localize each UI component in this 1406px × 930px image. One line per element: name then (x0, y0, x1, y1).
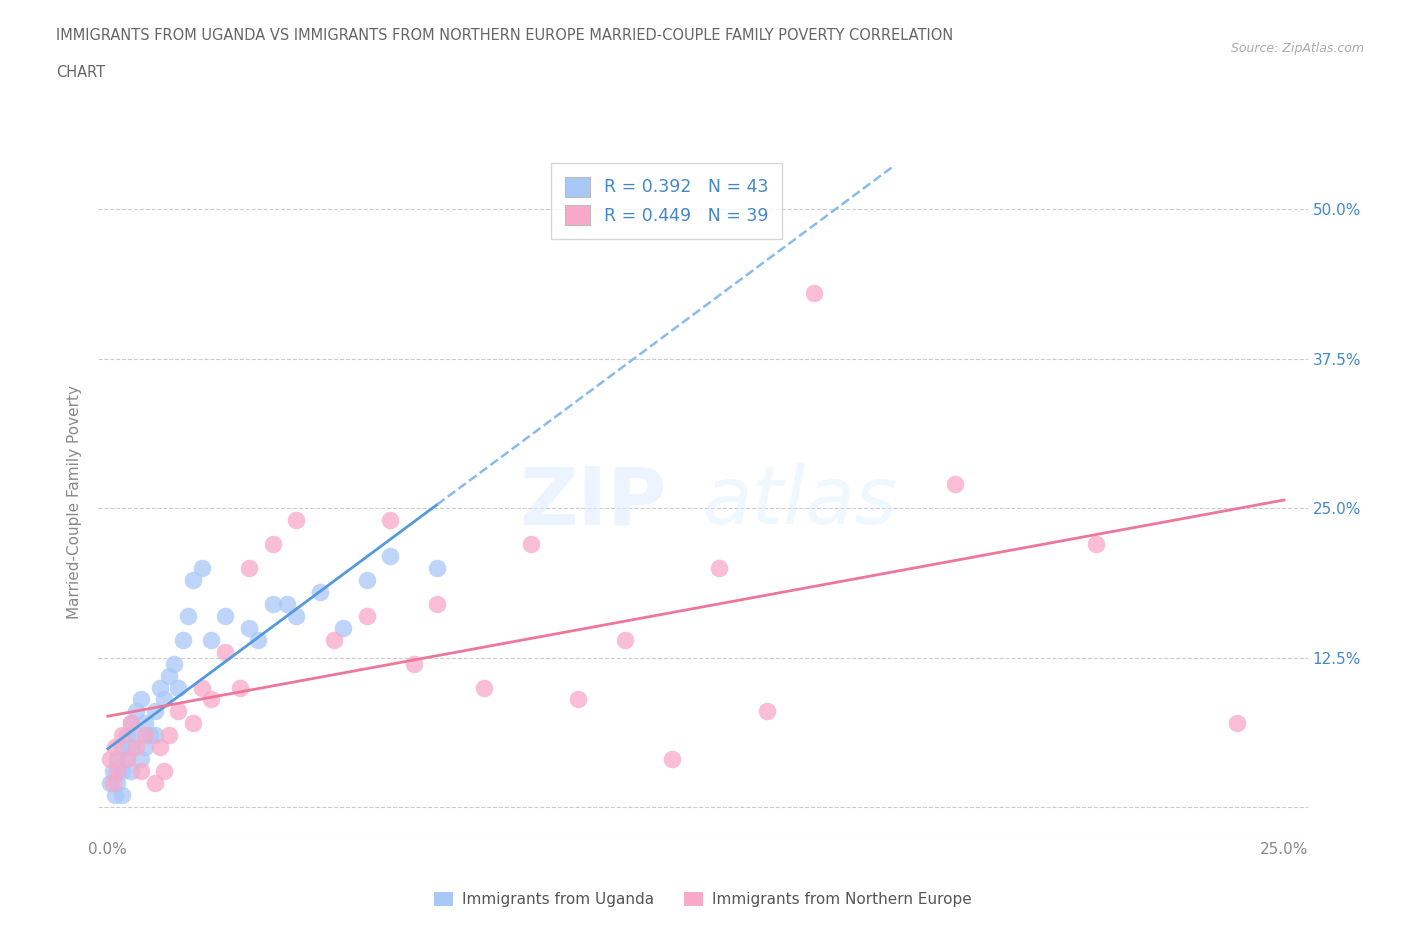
Text: CHART: CHART (56, 65, 105, 80)
Point (129, 751, 152, 766)
Point (200, 632, 222, 647)
Point (111, 728, 134, 743)
Point (567, 692, 589, 707)
Point (134, 728, 156, 743)
Point (134, 740, 156, 755)
Legend: Immigrants from Uganda, Immigrants from Northern Europe: Immigrants from Uganda, Immigrants from … (429, 885, 977, 913)
Point (143, 704, 166, 719)
Point (105, 776, 128, 790)
Point (614, 632, 637, 647)
Point (520, 537, 543, 551)
Point (125, 728, 148, 743)
Point (125, 740, 148, 755)
Point (120, 764, 142, 778)
Point (111, 788, 134, 803)
Point (214, 608, 236, 623)
Point (101, 764, 124, 778)
Point (105, 764, 128, 778)
Point (104, 740, 127, 755)
Point (943, 477, 966, 492)
Point (378, 512, 401, 527)
Point (172, 632, 194, 647)
Text: Source: ZipAtlas.com: Source: ZipAtlas.com (1230, 42, 1364, 55)
Point (308, 584, 330, 599)
Point (472, 680, 495, 695)
Point (129, 764, 152, 778)
Point (356, 608, 378, 623)
Point (378, 549, 401, 564)
Text: atlas: atlas (703, 463, 898, 541)
Point (157, 728, 180, 743)
Point (402, 657, 425, 671)
Point (153, 692, 176, 707)
Point (661, 751, 683, 766)
Point (322, 632, 344, 647)
Point (120, 716, 142, 731)
Point (98, 776, 121, 790)
Point (1084, 537, 1107, 551)
Point (191, 680, 214, 695)
Point (105, 751, 128, 766)
Point (149, 740, 172, 755)
Point (247, 632, 270, 647)
Point (332, 620, 354, 635)
Point (134, 716, 156, 731)
Point (200, 692, 222, 707)
Point (238, 620, 260, 635)
Point (101, 776, 124, 790)
Point (111, 764, 134, 778)
Point (181, 573, 204, 588)
Point (755, 704, 778, 719)
Point (709, 561, 731, 576)
Point (129, 692, 152, 707)
Point (115, 728, 138, 743)
Legend: R = 0.392   N = 43, R = 0.449   N = 39: R = 0.392 N = 43, R = 0.449 N = 39 (551, 163, 782, 239)
Point (214, 644, 236, 659)
Point (98, 751, 121, 766)
Point (426, 561, 449, 576)
Point (191, 561, 214, 576)
Point (356, 573, 378, 588)
Point (167, 704, 190, 719)
Text: IMMIGRANTS FROM UGANDA VS IMMIGRANTS FROM NORTHERN EUROPE MARRIED-COUPLE FAMILY : IMMIGRANTS FROM UGANDA VS IMMIGRANTS FRO… (56, 28, 953, 43)
Point (803, 286, 825, 300)
Point (139, 728, 162, 743)
Point (120, 716, 142, 731)
Point (262, 537, 284, 551)
Point (167, 680, 190, 695)
Point (228, 680, 250, 695)
Point (276, 596, 298, 611)
Point (104, 788, 127, 803)
Text: ZIP: ZIP (519, 463, 666, 541)
Point (120, 740, 142, 755)
Y-axis label: Married-Couple Family Poverty: Married-Couple Family Poverty (67, 385, 83, 619)
Point (426, 596, 449, 611)
Point (163, 657, 186, 671)
Point (177, 608, 200, 623)
Point (115, 751, 138, 766)
Point (115, 751, 138, 766)
Point (143, 776, 166, 790)
Point (1226, 716, 1249, 731)
Point (262, 596, 284, 611)
Point (149, 680, 172, 695)
Point (153, 764, 176, 778)
Point (143, 728, 166, 743)
Point (125, 704, 148, 719)
Point (181, 716, 204, 731)
Point (111, 740, 134, 755)
Point (157, 668, 180, 683)
Point (285, 512, 308, 527)
Point (238, 561, 260, 576)
Point (285, 608, 308, 623)
